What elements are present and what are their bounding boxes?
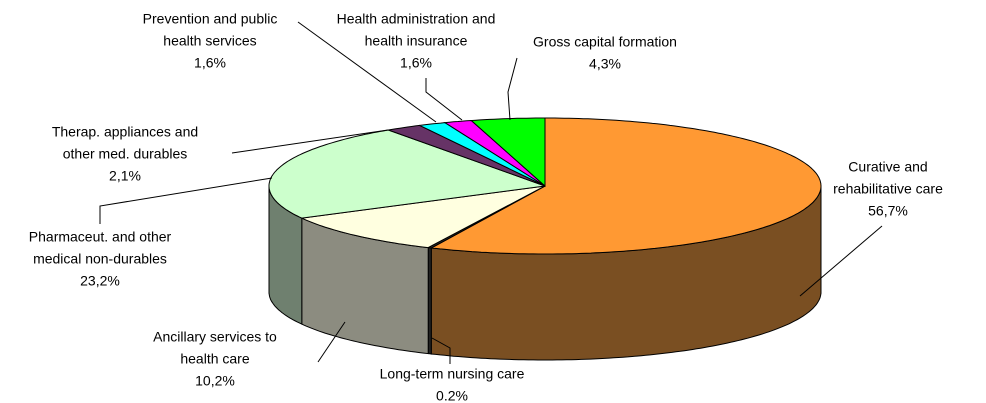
slice [417, 122, 546, 187]
slice-label: Ancillary services to [153, 329, 277, 345]
leader-line [507, 57, 518, 121]
slice-label: Therap. appliances and [52, 124, 198, 140]
slice-label: other med. durables [63, 146, 188, 162]
leader-line [425, 78, 463, 121]
leader-line [231, 129, 389, 154]
slice [470, 117, 546, 188]
slice-label: Gross capital formation [533, 34, 677, 50]
value-label: 56,7% [868, 203, 908, 219]
value-label: 4,3% [589, 56, 621, 72]
slice-label: health care [180, 351, 249, 367]
slice [388, 124, 546, 187]
leader-line [99, 177, 273, 224]
slice [300, 185, 546, 249]
slice-label: Curative and [848, 159, 927, 175]
leader-line [297, 21, 437, 123]
value-label: 0.2% [436, 388, 468, 403]
slice-label: Pharmaceut. and other [29, 229, 172, 245]
slice [443, 119, 546, 187]
slice-label: Health administration and [337, 11, 496, 27]
leader-line [799, 225, 883, 297]
value-label: 10,2% [195, 373, 235, 389]
slice-label: Prevention and public [143, 11, 278, 27]
value-label: 1,6% [400, 55, 432, 71]
slice-label: rehabilitative care [833, 181, 943, 197]
slice [268, 129, 546, 219]
slice-label: medical non-durables [33, 251, 167, 267]
leader-line [431, 337, 451, 364]
slice-label: health insurance [365, 33, 468, 49]
value-label: 1,6% [194, 55, 226, 71]
slice-label: Long-term nursing care [380, 366, 525, 382]
value-label: 2,1% [109, 168, 141, 184]
value-label: 23,2% [80, 273, 120, 289]
leader-line [317, 321, 346, 363]
slice-label: health services [163, 33, 256, 49]
slice [429, 117, 822, 255]
